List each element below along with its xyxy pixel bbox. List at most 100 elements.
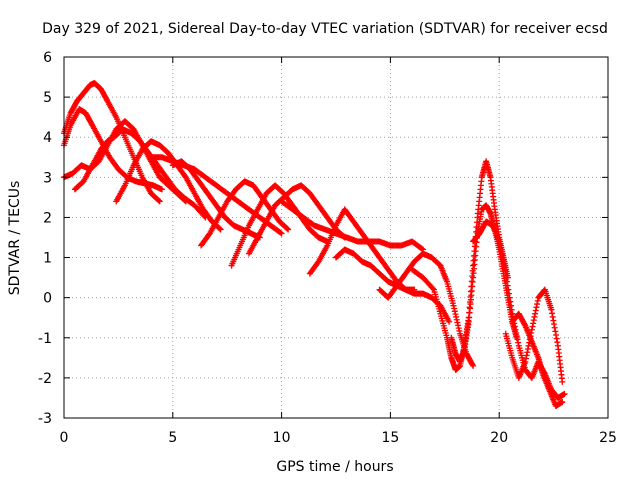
- data-point: [504, 282, 511, 289]
- data-point: [452, 311, 459, 318]
- data-point: [512, 326, 519, 333]
- data-point: [499, 254, 506, 261]
- data-point: [553, 335, 560, 342]
- data-point: [525, 342, 532, 349]
- y-tick-label: 1: [43, 251, 52, 267]
- data-point: [496, 238, 503, 245]
- data-point: [550, 317, 557, 324]
- data-point: [504, 278, 511, 285]
- data-point: [498, 248, 505, 255]
- x-tick-label: 5: [168, 430, 177, 446]
- data-point: [549, 310, 556, 317]
- data-point: [454, 319, 461, 326]
- data-point: [559, 398, 566, 405]
- data-point: [158, 186, 165, 193]
- data-point: [502, 267, 509, 274]
- data-point: [534, 297, 541, 304]
- data-point: [513, 333, 520, 340]
- data-point: [513, 329, 520, 336]
- y-tick-label: 6: [43, 50, 52, 66]
- y-tick-label: -2: [38, 371, 52, 387]
- data-point: [497, 244, 504, 251]
- data-point: [285, 226, 292, 233]
- data-point: [455, 322, 462, 329]
- data-point: [155, 197, 162, 204]
- x-tick-label: 0: [60, 430, 69, 446]
- data-point: [532, 310, 539, 317]
- data-point: [515, 339, 522, 346]
- data-point: [511, 323, 518, 330]
- data-point: [503, 274, 510, 281]
- data-point: [522, 355, 529, 362]
- data-point: [502, 270, 509, 277]
- data-point: [451, 305, 458, 312]
- data-point: [453, 316, 460, 323]
- data-point: [456, 327, 463, 334]
- axis-ticks: 0 5 10 15 20 25 -3 -2 -1 0 1 2 3 4 5 6: [38, 50, 617, 446]
- data-point: [532, 307, 539, 314]
- data-point: [156, 198, 163, 205]
- data-point: [505, 286, 512, 293]
- data-point: [522, 358, 529, 365]
- data-points: [61, 80, 568, 409]
- data-point: [508, 306, 515, 313]
- data-point: [514, 336, 521, 343]
- data-point: [524, 349, 531, 356]
- data-point: [498, 251, 505, 258]
- series-arc-5: [113, 138, 224, 233]
- data-point: [552, 328, 559, 335]
- data-point: [531, 313, 538, 320]
- data-point: [507, 298, 514, 305]
- x-tick-label: 15: [381, 430, 399, 446]
- plot-frame: [63, 56, 609, 419]
- data-point: [559, 378, 566, 385]
- y-tick-label: -1: [38, 331, 52, 347]
- series-arc-10: [245, 182, 348, 257]
- data-point: [418, 245, 425, 252]
- data-point: [548, 306, 555, 313]
- data-point: [551, 321, 558, 328]
- data-point: [521, 321, 528, 328]
- y-tick-label: -3: [38, 411, 52, 427]
- x-axis-label: GPS time / hours: [276, 459, 393, 475]
- y-tick-label: 0: [43, 291, 52, 307]
- data-point: [551, 324, 558, 331]
- data-point: [446, 318, 453, 325]
- series-arc-18: [502, 286, 566, 385]
- series-arc-19: [509, 310, 566, 409]
- data-point: [451, 308, 458, 315]
- series-arc-11: [278, 198, 427, 253]
- data-point: [552, 331, 559, 338]
- chart-title: Day 329 of 2021, Sidereal Day-to-day VTE…: [42, 21, 608, 37]
- data-point: [455, 325, 462, 332]
- data-point: [533, 304, 540, 311]
- data-point: [529, 323, 536, 330]
- data-point: [509, 310, 516, 317]
- data-point: [450, 302, 457, 309]
- data-point: [534, 301, 541, 308]
- data-point: [216, 225, 223, 232]
- data-point: [500, 257, 507, 264]
- data-point: [468, 278, 475, 285]
- x-tick-label: 20: [490, 430, 508, 446]
- data-point: [530, 317, 537, 324]
- data-point: [470, 362, 477, 369]
- y-tick-label: 4: [43, 130, 52, 146]
- data-point: [561, 390, 568, 397]
- y-tick-label: 3: [43, 170, 52, 186]
- x-tick-label: 25: [599, 430, 617, 446]
- series-arc-15: [409, 158, 511, 373]
- data-point: [278, 230, 285, 237]
- y-tick-label: 5: [43, 90, 52, 106]
- data-point: [507, 302, 514, 309]
- data-point: [530, 320, 537, 327]
- data-point: [453, 313, 460, 320]
- data-point: [501, 264, 508, 271]
- x-tick-label: 10: [273, 430, 291, 446]
- data-point: [284, 225, 291, 232]
- series-arc-4: [71, 126, 209, 221]
- data-point: [528, 326, 535, 333]
- y-tick-label: 2: [43, 210, 52, 226]
- data-point: [505, 290, 512, 297]
